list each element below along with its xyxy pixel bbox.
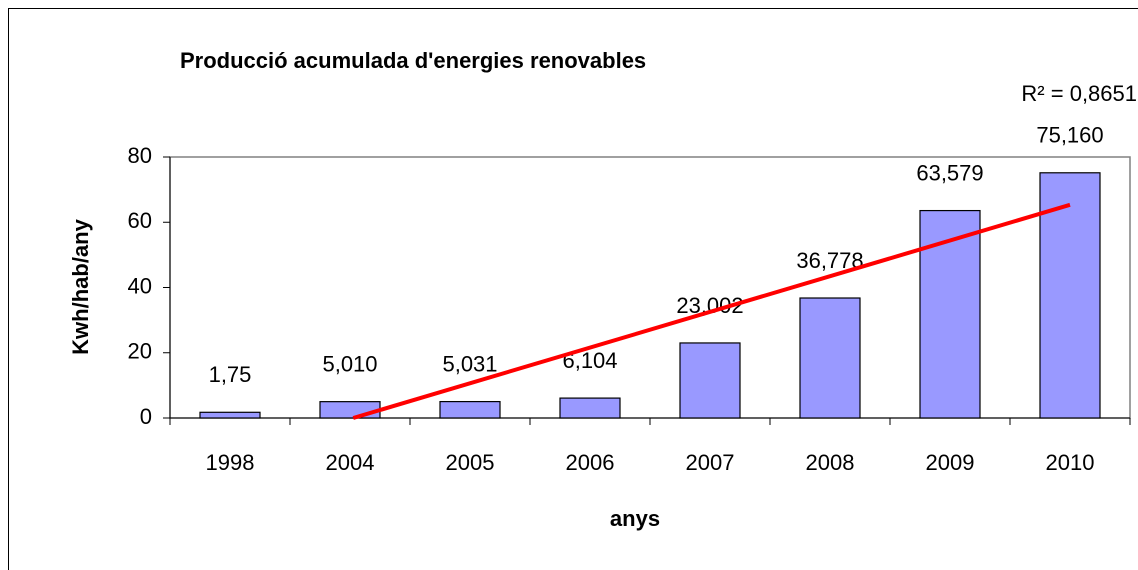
x-tick-label: 2009 <box>926 450 975 475</box>
y-tick-label: 0 <box>140 404 152 429</box>
data-label: 75,160 <box>1036 123 1103 148</box>
x-tick-label: 2006 <box>566 450 615 475</box>
data-label: 1,75 <box>209 362 252 387</box>
x-tick-label: 1998 <box>206 450 255 475</box>
x-tick-label: 2010 <box>1046 450 1095 475</box>
bar <box>199 411 261 419</box>
x-tick-label: 2008 <box>806 450 855 475</box>
chart-title: Producció acumulada d'energies renovable… <box>180 48 646 73</box>
y-tick-label: 80 <box>128 143 152 168</box>
y-tick-label: 60 <box>128 208 152 233</box>
x-axis-label: anys <box>610 506 660 531</box>
y-axis-label: Kwh/hab/any <box>68 218 93 354</box>
trend-line <box>352 202 1071 420</box>
x-tick-label: 2004 <box>326 450 375 475</box>
y-tick-label: 20 <box>128 339 152 364</box>
bar <box>319 401 381 419</box>
bar <box>1039 172 1101 419</box>
bar <box>679 342 741 419</box>
bar <box>799 297 861 419</box>
data-label: 5,031 <box>442 351 497 376</box>
y-tick-label: 40 <box>128 273 152 298</box>
x-tick-label: 2005 <box>446 450 495 475</box>
x-tick-label: 2007 <box>686 450 735 475</box>
annotation: R² = 0,8651 <box>1021 81 1137 106</box>
bar <box>439 400 501 419</box>
bar <box>559 397 621 419</box>
data-label: 63,579 <box>916 160 983 185</box>
data-label: 5,010 <box>322 351 377 376</box>
